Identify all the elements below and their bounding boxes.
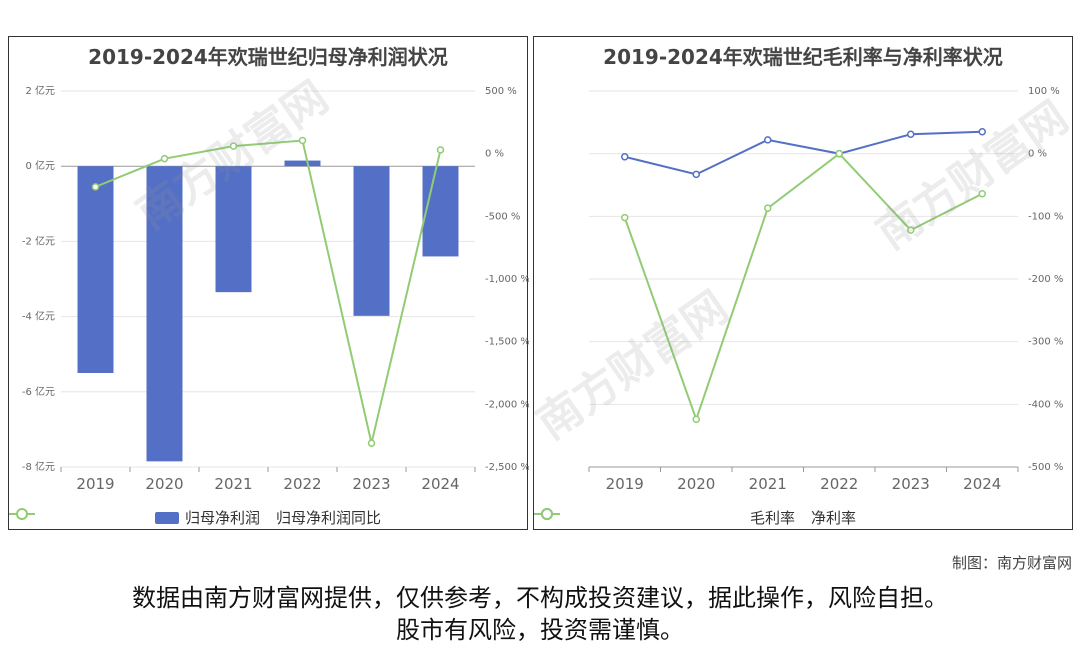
x-tick-label: 2022 — [283, 475, 321, 493]
legend-item-net-margin[interactable]: 净利率 — [534, 507, 857, 528]
net-profit-bar — [422, 166, 459, 257]
bar-swatch-icon — [154, 511, 179, 524]
left-chart-title: 2019-2024年欢瑞世纪归母净利润状况 — [88, 45, 448, 69]
net-profit-bar — [146, 166, 183, 462]
legend-item-net-profit[interactable]: 归母净利润 — [154, 507, 260, 528]
y-tick-label: 100 % — [1028, 86, 1060, 97]
net-margin-point — [692, 415, 700, 424]
x-tick-label: 2023 — [352, 475, 390, 493]
disclaimer-line-2: 股市有风险，投资需谨慎。 — [396, 616, 684, 644]
gross-margin-point — [907, 130, 915, 138]
gross-margin-point — [764, 136, 772, 144]
legend-label-net-profit-yoy: 归母净利润同比 — [276, 509, 382, 527]
x-tick-label: 2024 — [421, 475, 459, 493]
y-tick-label: -400 % — [1028, 399, 1063, 410]
y2-tick-label: -2,000 % — [485, 399, 529, 410]
right-chart-legend: 毛利率 净利率 — [534, 507, 1072, 528]
y-tick-label: -100 % — [1028, 211, 1063, 222]
gross-margin-point — [621, 153, 629, 161]
net-margin-point — [907, 226, 915, 234]
line-swatch-icon — [9, 508, 35, 520]
y2-tick-label: 0 % — [485, 149, 504, 160]
legend-label-net-margin: 净利率 — [811, 509, 857, 527]
legend-label-gross-margin: 毛利率 — [749, 509, 795, 527]
net-profit-bar — [353, 166, 390, 316]
net-profit-yoy-point — [160, 154, 169, 163]
net-profit-yoy-point — [229, 142, 238, 150]
x-tick-label: 2021 — [749, 475, 787, 493]
net-profit-yoy-point — [91, 183, 100, 191]
net-margin-point — [621, 213, 629, 222]
y-tick-label: 2 亿元 — [25, 84, 55, 97]
y-tick-label: -300 % — [1028, 337, 1063, 348]
net-profit-bar — [215, 166, 252, 293]
y-tick-label: -2 亿元 — [22, 234, 55, 247]
y-tick-label: -500 % — [1028, 462, 1063, 473]
x-tick-label: 2022 — [820, 475, 858, 493]
net-margin-point — [764, 204, 772, 212]
x-tick-label: 2021 — [214, 475, 252, 493]
net-margin-line — [623, 152, 983, 423]
x-tick-label: 2020 — [677, 475, 715, 493]
y2-tick-label: -1,000 % — [485, 274, 529, 285]
y-tick-label: 0 亿元 — [25, 159, 55, 172]
x-tick-label: 2023 — [892, 475, 930, 493]
net-profit-yoy-point — [298, 136, 307, 145]
net-profit-yoy-line — [95, 139, 442, 444]
left-chart-svg: 2 亿元 0 亿元 -2 亿元 -4 亿元 -6 亿元 -8 亿元 500 % 0 % -500… — [22, 84, 529, 493]
right-chart-panel: 2019-2024年欢瑞世纪毛利率与净利率状况 100 % 0 % -100 % -2… — [533, 36, 1073, 530]
y2-tick-label: 500 % — [485, 86, 517, 97]
y-tick-label: -6 亿元 — [22, 385, 55, 398]
y2-tick-label: -1,500 % — [485, 337, 529, 348]
x-tick-label: 2019 — [76, 475, 114, 493]
y-tick-label: -200 % — [1028, 274, 1063, 285]
y-tick-label: 0 % — [1028, 149, 1047, 160]
disclaimer: 数据由南方财富网提供，仅供参考，不构成投资建议，据此操作，风险自担。 股市有风险… — [0, 582, 1080, 646]
net-profit-bar — [284, 160, 321, 167]
net-profit-bar — [77, 166, 114, 373]
net-margin-point — [835, 149, 843, 158]
y-tick-label: -8 亿元 — [22, 460, 55, 473]
legend-label-net-profit: 归母净利润 — [184, 509, 260, 527]
x-tick-label: 2020 — [145, 475, 183, 493]
chart-credit: 制图：南方财富网 — [951, 554, 1072, 572]
net-profit-yoy-point — [436, 146, 445, 154]
y2-tick-label: -500 % — [485, 211, 520, 222]
gross-margin-point — [692, 170, 700, 179]
disclaimer-line-1: 数据由南方财富网提供，仅供参考，不构成投资建议，据此操作，风险自担。 — [132, 584, 948, 612]
left-chart-panel: 2019-2024年欢瑞世纪归母净利润状况 2 亿元 0 亿元 -2 亿元 -4 亿元… — [8, 36, 529, 530]
gross-margin-point — [978, 127, 986, 136]
right-chart-title: 2019-2024年欢瑞世纪毛利率与净利率状况 — [603, 45, 1003, 69]
line-swatch-icon — [534, 508, 560, 520]
y2-tick-label: -2,500 % — [485, 462, 529, 473]
x-tick-label: 2024 — [963, 475, 1001, 493]
right-chart-svg: 100 % 0 % -100 % -200 % -300 % -400 % -500 % 20… — [588, 86, 1063, 493]
x-tick-label: 2019 — [606, 475, 644, 493]
net-profit-yoy-point — [367, 439, 376, 447]
gross-margin-line — [624, 130, 983, 176]
y-tick-label: -4 亿元 — [22, 310, 55, 323]
legend-item-gross-margin[interactable]: 毛利率 — [534, 507, 795, 528]
left-chart-legend: 归母净利润 归母净利润同比 — [9, 507, 527, 528]
legend-item-net-profit-yoy[interactable]: 归母净利润同比 — [9, 507, 382, 528]
net-margin-point — [978, 190, 986, 198]
